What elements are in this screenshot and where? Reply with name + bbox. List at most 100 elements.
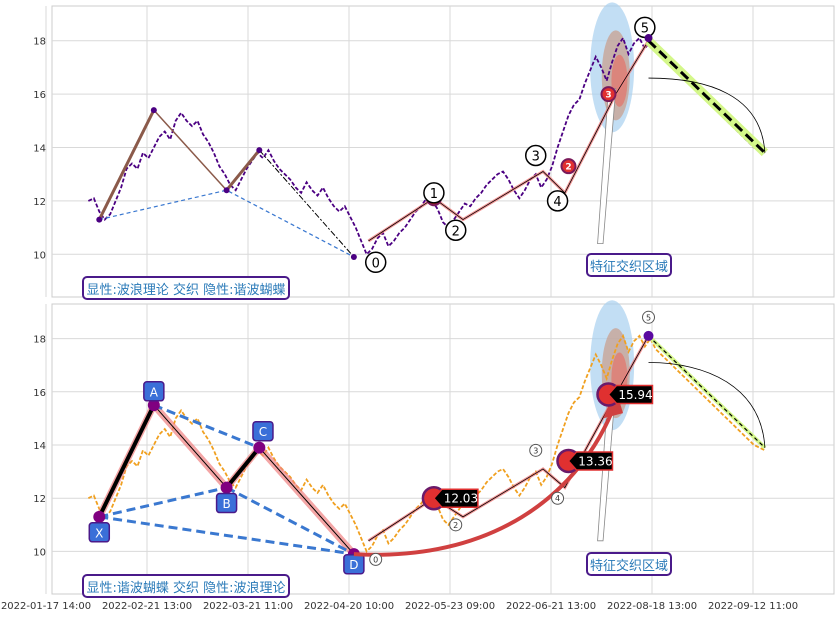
zone-label-box: [586, 253, 672, 277]
caption-text: 显性:波浪理论 交织 隐性:谐波蝴蝶: [86, 282, 285, 298]
pivot-point: [93, 510, 106, 523]
wave-label-text: 3: [533, 446, 538, 455]
pivot-point: [643, 330, 654, 341]
pivot-point: [147, 399, 160, 412]
zone-label-text: 特征交织区域: [590, 558, 668, 574]
x-tick-label: 2022-08-18 13:00: [607, 601, 697, 612]
y-tick-label: 10: [33, 250, 46, 261]
pivot-point: [253, 441, 266, 454]
x-tick-label: 2022-01-17 14:00: [1, 601, 91, 612]
pivot-point: [220, 481, 233, 494]
butterfly-dash: [99, 515, 355, 556]
y-tick-label: 12: [33, 494, 46, 505]
pivot-point: [96, 216, 103, 223]
pivot-point: [150, 107, 157, 114]
y-tick-label: 12: [33, 197, 46, 208]
wave-label-text: 5: [646, 313, 651, 322]
xabcd-label-text: B: [222, 497, 230, 511]
caption-text: 显性:谐波蝴蝶 交织 隐性:波浪理论: [86, 580, 285, 596]
wave-label-circle: [444, 219, 467, 242]
y-tick-label: 10: [33, 547, 46, 558]
zone-pointer: [597, 88, 617, 245]
butterfly-dash: [225, 486, 355, 556]
wave-marker: [560, 158, 577, 175]
xabcd-label-text: D: [349, 558, 358, 572]
y-tick-label: 14: [33, 441, 46, 452]
y-tick-label: 18: [33, 37, 46, 48]
value-tag: [432, 488, 479, 508]
zone-label-box: [586, 552, 672, 576]
pivot-point: [350, 253, 357, 260]
x-tick-label: 2022-04-20 10:00: [304, 601, 394, 612]
butterfly-leg-bold: [225, 446, 261, 489]
value-tag-label: 13.36: [578, 454, 612, 468]
butterfly-base-dash: [99, 189, 355, 258]
wave-label-text: 2: [452, 224, 460, 239]
projection-arrow: [353, 401, 618, 557]
wave-label-text: 0: [373, 555, 378, 564]
x-tick-label: 2022-03-21 11:00: [203, 601, 293, 612]
wave-marker-label: 3: [605, 91, 611, 101]
wave-label-circle: [642, 310, 656, 324]
x-tick-label: 2022-05-23 09:00: [405, 601, 495, 612]
wave-label-circle: [546, 190, 569, 212]
butterfly-dash: [153, 403, 260, 450]
value-tag: [607, 384, 654, 405]
wave-label-text: 2: [453, 521, 458, 530]
x-tick-label: 2022-02-21 13:00: [102, 601, 192, 612]
xabcd-label-box: [143, 381, 165, 402]
pivot-point: [223, 187, 230, 194]
plot-area: [51, 303, 835, 595]
butterfly-leg-thin: [258, 447, 355, 555]
xabcd-label-box: [88, 522, 111, 543]
wave-marker: [600, 86, 617, 103]
xabcd-label-text: C: [259, 425, 267, 439]
caption-box: [82, 276, 290, 300]
wave-label-circle: [369, 552, 383, 566]
x-tick-label: 2022-06-21 13:00: [506, 601, 596, 612]
zone-label-text: 特征交织区域: [590, 259, 668, 275]
chart-panel-bottom: 10 12 14 16 18 X A B C D 0 2 3 4 5 12.03 13.36 15.94 特征交织区…: [33, 300, 835, 598]
wave-label-circle: [524, 144, 547, 167]
butterfly-leg: [225, 149, 261, 192]
value-tag: [567, 451, 614, 471]
wave-label-circle: [529, 443, 543, 457]
wave-label-circle: [364, 251, 387, 274]
xabcd-label-text: X: [95, 526, 103, 540]
butterfly-leg: [97, 109, 156, 221]
value-tag-label: 12.03: [444, 492, 478, 506]
xabcd-label-text: A: [150, 385, 159, 399]
butterfly-leg: [153, 109, 228, 191]
target-arc: [648, 362, 766, 448]
wave-label-circle: [449, 518, 463, 532]
wave-label-text: 4: [553, 195, 561, 210]
butterfly-leg-thin: [153, 404, 227, 488]
y-tick-label: 14: [33, 143, 46, 154]
caption-box: [82, 574, 290, 598]
wave-label-text: 0: [372, 256, 380, 271]
xabcd-label-box: [215, 492, 238, 514]
value-tag-label: 15.94: [618, 388, 652, 402]
y-tick-label: 16: [33, 90, 46, 101]
wave-label-text: 5: [641, 21, 649, 36]
pivot-point: [256, 147, 263, 154]
wave-label-text: 3: [532, 150, 540, 165]
wave-label-circle: [551, 491, 565, 505]
wave-marker-label: 2: [565, 163, 571, 173]
y-tick-label: 16: [33, 388, 46, 399]
chart-panel-top: 1012141618123012345特征交织区域显性:波浪理论 交织 隐性:谐…: [33, 2, 835, 300]
target-line: [648, 335, 766, 449]
plot-area: [51, 5, 835, 298]
xabcd-label-box: [252, 420, 274, 442]
wave-label-text: 1: [430, 187, 438, 202]
butterfly-dash: [98, 486, 227, 519]
x-tick-label: 2022-09-12 11:00: [708, 601, 798, 612]
wave-label-text: 4: [555, 494, 560, 503]
target-arc: [648, 77, 766, 153]
wave-label-circle: [423, 182, 445, 204]
y-tick-label: 18: [33, 335, 46, 346]
pivot-point: [644, 34, 653, 43]
butterfly-leg-bold: [97, 404, 156, 518]
target-line: [647, 39, 766, 154]
